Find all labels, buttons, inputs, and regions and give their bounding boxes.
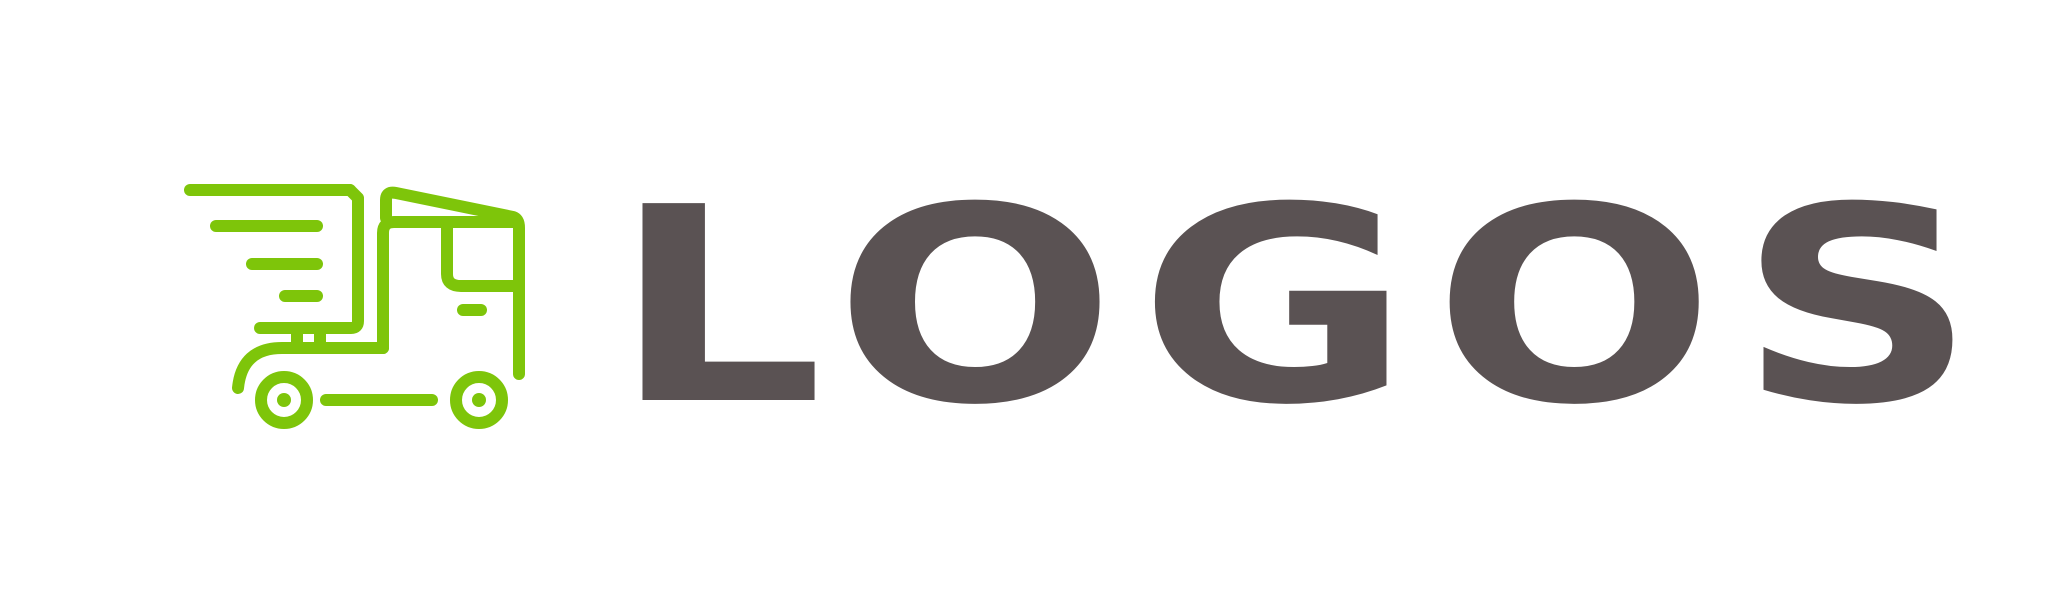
cab-window-icon — [441, 216, 522, 292]
rear-hub-icon — [472, 393, 486, 407]
cargo-box-icon — [254, 184, 364, 334]
front-hub-icon — [277, 393, 291, 407]
cab-frame-icon — [377, 216, 522, 354]
chassis-icon — [232, 342, 389, 394]
cab-roof-icon — [380, 186, 525, 380]
delivery-truck-icon — [184, 184, 525, 429]
rear-wheel-icon — [450, 371, 508, 429]
front-wheel-icon — [255, 371, 313, 429]
brand-wordmark: LOGOS — [612, 149, 1999, 464]
